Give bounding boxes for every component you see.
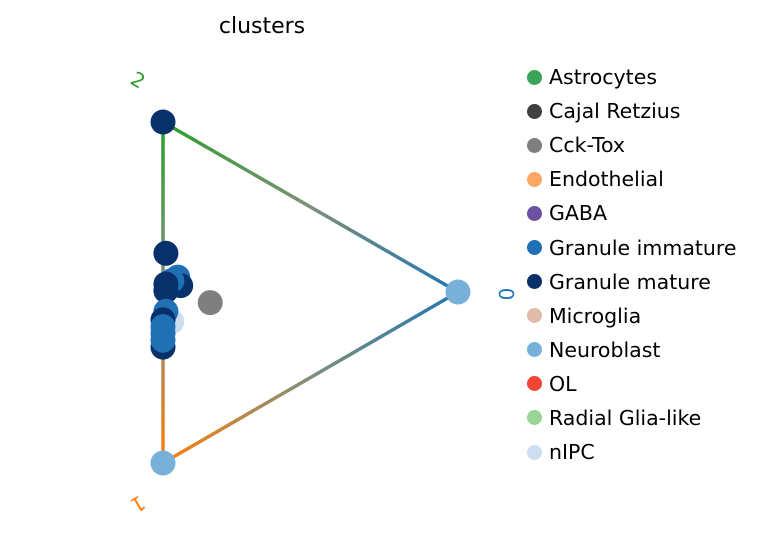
legend-item: OL bbox=[527, 367, 737, 401]
legend-swatch bbox=[527, 376, 542, 392]
legend-item: Neuroblast bbox=[527, 333, 737, 367]
data-point bbox=[150, 109, 176, 135]
legend-item: Radial Glia-like bbox=[527, 401, 737, 435]
legend-swatch bbox=[527, 69, 542, 85]
legend-item: Granule mature bbox=[527, 265, 737, 299]
data-point bbox=[445, 279, 471, 305]
legend-label: Granule mature bbox=[549, 269, 711, 294]
legend-swatch bbox=[527, 240, 542, 256]
legend-item: Granule immature bbox=[527, 230, 737, 264]
legend-swatch bbox=[527, 274, 542, 290]
legend-item: Cck-Tox bbox=[527, 128, 737, 162]
data-point bbox=[197, 290, 223, 316]
legend-swatch bbox=[527, 103, 542, 119]
legend-item: nIPC bbox=[527, 435, 737, 469]
legend: Astrocytes Cajal Retzius Cck-Tox Endothelia… bbox=[527, 60, 737, 469]
legend-swatch bbox=[527, 205, 542, 221]
legend-label: GABA bbox=[549, 201, 607, 226]
legend-swatch bbox=[527, 171, 542, 187]
legend-swatch bbox=[527, 444, 542, 460]
legend-label: nIPC bbox=[549, 440, 595, 465]
legend-label: Granule immature bbox=[549, 235, 737, 260]
vertex-label-0: 0 bbox=[495, 288, 519, 301]
legend-label: Cck-Tox bbox=[549, 133, 626, 158]
vertex-label-1: 1 bbox=[126, 490, 149, 517]
legend-label: Endothelial bbox=[549, 167, 664, 192]
legend-label: OL bbox=[549, 371, 577, 396]
edge-2-0 bbox=[162, 120, 459, 294]
chart-title: clusters bbox=[219, 14, 305, 39]
vertex-label-2: 2 bbox=[126, 66, 149, 93]
legend-swatch bbox=[527, 137, 542, 153]
legend-item: Cajal Retzius bbox=[527, 94, 737, 128]
legend-item: Microglia bbox=[527, 299, 737, 333]
legend-item: Endothelial bbox=[527, 162, 737, 196]
legend-swatch bbox=[527, 410, 542, 426]
legend-item: Astrocytes bbox=[527, 60, 737, 94]
legend-item: GABA bbox=[527, 196, 737, 230]
legend-label: Microglia bbox=[549, 303, 642, 328]
legend-label: Radial Glia-like bbox=[549, 405, 702, 430]
legend-label: Cajal Retzius bbox=[549, 99, 681, 124]
legend-label: Astrocytes bbox=[549, 65, 657, 90]
points-layer bbox=[150, 109, 471, 476]
legend-label: Neuroblast bbox=[549, 337, 661, 362]
legend-swatch bbox=[527, 342, 542, 358]
data-point bbox=[150, 450, 176, 476]
edge-0-1 bbox=[162, 290, 459, 465]
data-point bbox=[153, 240, 179, 266]
data-point bbox=[150, 327, 176, 353]
legend-swatch bbox=[527, 308, 542, 324]
data-point bbox=[153, 278, 179, 304]
